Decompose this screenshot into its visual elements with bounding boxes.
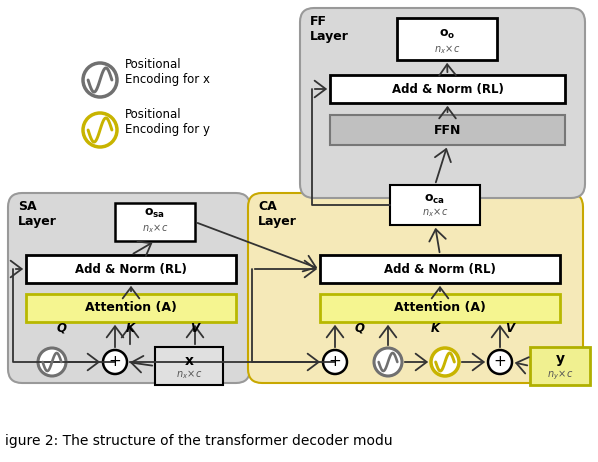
Text: Add & Norm (RL): Add & Norm (RL) [392, 83, 504, 96]
FancyBboxPatch shape [8, 193, 250, 383]
Text: CA
Layer: CA Layer [258, 200, 297, 228]
Bar [26, 255, 236, 283]
Bar [26, 294, 236, 322]
Text: $n_x\!\times\!c$: $n_x\!\times\!c$ [434, 43, 460, 56]
Bar [320, 294, 560, 322]
Text: $\mathbf{y}$: $\mathbf{y}$ [554, 353, 565, 369]
Text: Attention (A): Attention (A) [85, 302, 177, 315]
Circle shape [374, 348, 402, 376]
Text: FF
Layer: FF Layer [310, 15, 349, 43]
FancyBboxPatch shape [300, 8, 585, 198]
Text: V: V [505, 322, 514, 334]
Text: Add & Norm (RL): Add & Norm (RL) [384, 262, 496, 275]
Text: +: + [493, 354, 507, 370]
Text: $\mathbf{o_o}$: $\mathbf{o_o}$ [439, 27, 455, 41]
Text: K: K [126, 322, 135, 334]
Circle shape [83, 113, 117, 147]
Text: Positional
Encoding for y: Positional Encoding for y [125, 108, 210, 136]
Text: V: V [190, 322, 200, 334]
FancyBboxPatch shape [248, 193, 583, 383]
Text: $n_x\!\times\!c$: $n_x\!\times\!c$ [176, 369, 202, 382]
Text: $\mathbf{o_{sa}}$: $\mathbf{o_{sa}}$ [145, 207, 166, 219]
Circle shape [323, 350, 347, 374]
Text: $n_y\!\times\!c$: $n_y\!\times\!c$ [547, 368, 573, 382]
Text: Attention (A): Attention (A) [394, 302, 486, 315]
Circle shape [488, 350, 512, 374]
Text: Q: Q [355, 322, 365, 334]
Text: K: K [431, 322, 440, 334]
Circle shape [103, 350, 127, 374]
Circle shape [83, 63, 117, 97]
Circle shape [38, 348, 66, 376]
Text: FFN: FFN [434, 123, 461, 136]
Bar [330, 75, 565, 103]
Text: +: + [109, 354, 121, 370]
Text: Add & Norm (RL): Add & Norm (RL) [75, 262, 187, 275]
Text: $\mathbf{x}$: $\mathbf{x}$ [184, 354, 194, 368]
Text: +: + [329, 354, 341, 370]
Text: $n_x\!\times\!c$: $n_x\!\times\!c$ [142, 223, 168, 236]
Bar [115, 203, 195, 241]
Bar [320, 255, 560, 283]
Text: Positional
Encoding for x: Positional Encoding for x [125, 58, 210, 86]
Text: SA
Layer: SA Layer [18, 200, 57, 228]
Bar [397, 18, 497, 60]
Bar [155, 347, 223, 385]
Text: igure 2: The structure of the transformer decoder modu: igure 2: The structure of the transforme… [5, 434, 393, 448]
Text: $n_x\!\times\!c$: $n_x\!\times\!c$ [422, 207, 448, 219]
Circle shape [431, 348, 459, 376]
Bar [330, 115, 565, 145]
Bar [530, 347, 590, 385]
Bar [390, 185, 480, 225]
Text: Q: Q [57, 322, 67, 334]
Text: $\mathbf{o_{ca}}$: $\mathbf{o_{ca}}$ [425, 193, 446, 206]
